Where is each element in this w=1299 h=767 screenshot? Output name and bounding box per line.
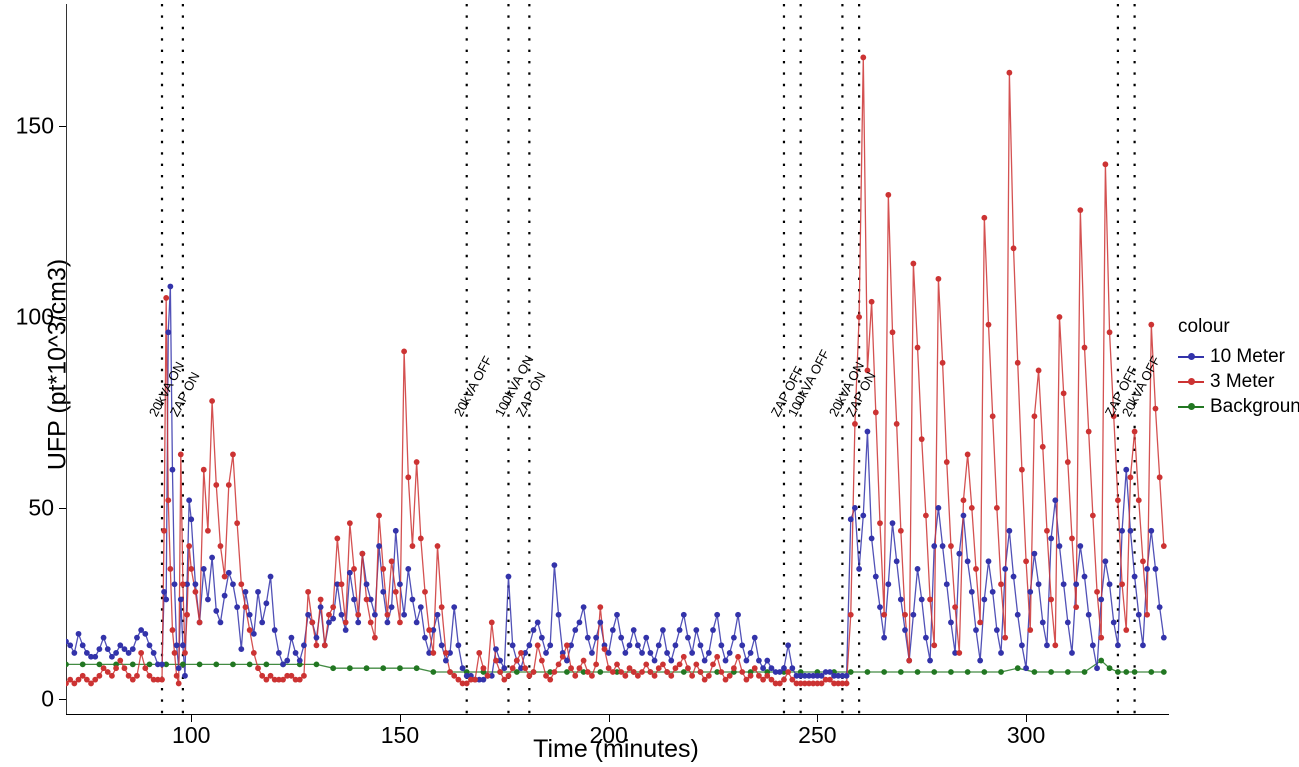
plot-panel <box>66 4 1168 714</box>
x-tick-label: 200 <box>589 722 628 748</box>
legend-item[interactable]: 10 Meter <box>1178 344 1298 369</box>
x-tick-label: 100 <box>172 722 211 748</box>
x-tick-mark <box>1026 715 1028 722</box>
y-tick-label: 0 <box>41 685 54 712</box>
y-axis-line <box>66 4 67 714</box>
y-tick-label: 50 <box>28 494 54 521</box>
y-tick-label: 100 <box>15 303 54 330</box>
x-axis-title: Time (minutes) <box>533 735 699 763</box>
y-tick-mark <box>59 698 66 700</box>
series-points <box>66 283 1167 683</box>
series-points <box>66 657 1167 675</box>
x-axis-line <box>66 714 1169 715</box>
legend-key-icon <box>1178 394 1204 419</box>
x-tick-label: 300 <box>1006 722 1046 748</box>
x-tick-label: 150 <box>380 722 420 748</box>
series-points <box>66 54 1167 687</box>
legend: colour 10 Meter 3 Meter Background <box>1178 316 1299 419</box>
y-tick-mark <box>59 507 66 509</box>
y-tick-label: 150 <box>15 112 54 139</box>
x-tick-mark <box>191 715 193 722</box>
legend-key-icon <box>1178 369 1204 394</box>
legend-item[interactable]: 3 Meter <box>1178 369 1298 394</box>
legend-key-icon <box>1178 344 1204 369</box>
legend-label: 3 Meter <box>1210 370 1275 392</box>
x-tick-mark <box>399 715 401 722</box>
plot-svg <box>66 4 1167 714</box>
y-tick-mark <box>59 317 66 318</box>
x-tick-label: 250 <box>798 722 837 748</box>
x-tick-mark <box>608 715 610 722</box>
legend-items: 10 Meter 3 Meter Background <box>1178 344 1299 419</box>
legend-label: 10 Meter <box>1210 345 1285 367</box>
legend-item[interactable]: Background <box>1178 394 1299 419</box>
x-tick-mark <box>817 715 819 722</box>
legend-title: colour <box>1178 316 1230 337</box>
series-line <box>66 57 1165 685</box>
y-tick-mark <box>59 126 66 128</box>
legend-label: Background <box>1210 395 1299 417</box>
